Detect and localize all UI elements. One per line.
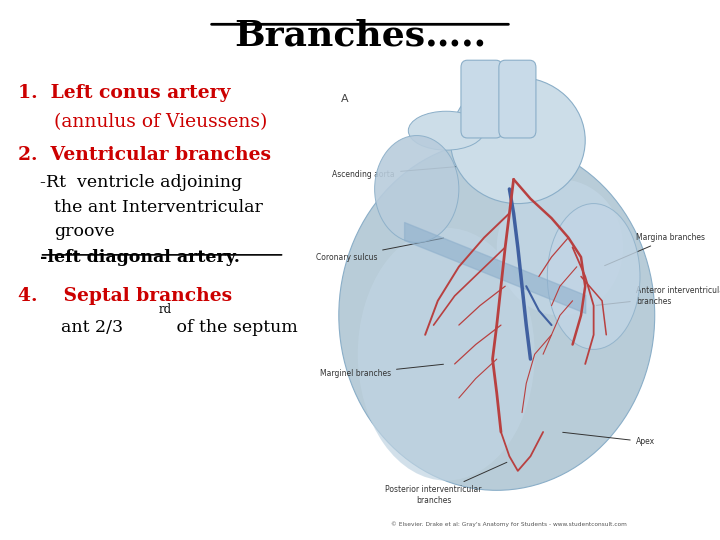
Text: Margina branches: Margina branches — [605, 233, 705, 266]
Text: Posterior interventricular
branches: Posterior interventricular branches — [385, 462, 507, 505]
Text: Marginel branches: Marginel branches — [320, 364, 444, 378]
Text: of the septum: of the septum — [171, 319, 298, 335]
Text: 4.    Septal branches: 4. Septal branches — [18, 287, 232, 305]
Text: 2.  Ventricular branches: 2. Ventricular branches — [18, 146, 271, 164]
Ellipse shape — [374, 136, 459, 242]
Text: groove: groove — [54, 223, 114, 240]
Ellipse shape — [339, 140, 654, 490]
Text: Ascending aorta: Ascending aorta — [333, 165, 477, 179]
Text: the ant Interventricular: the ant Interventricular — [54, 199, 263, 215]
Ellipse shape — [497, 179, 623, 315]
Text: Branches…..: Branches….. — [234, 19, 486, 53]
FancyBboxPatch shape — [499, 60, 536, 138]
Text: Apex: Apex — [563, 433, 655, 446]
Ellipse shape — [547, 204, 640, 349]
Text: A: A — [341, 93, 348, 104]
Text: -Rt  ventricle adjoining: -Rt ventricle adjoining — [40, 174, 242, 191]
Text: -left diagonal artery.: -left diagonal artery. — [40, 249, 240, 266]
Text: 1.  Left conus artery: 1. Left conus artery — [18, 84, 230, 102]
FancyBboxPatch shape — [461, 60, 503, 138]
Text: Coronary sulcus: Coronary sulcus — [315, 238, 444, 261]
Ellipse shape — [451, 77, 585, 204]
Text: (annulus of Vieussens): (annulus of Vieussens) — [54, 113, 267, 131]
Text: Anteror interventricular
branches: Anteror interventricular branches — [596, 286, 720, 306]
Ellipse shape — [358, 228, 535, 481]
Ellipse shape — [408, 111, 484, 150]
Text: rd: rd — [158, 303, 171, 316]
Text: © Elsevier. Drake et al: Gray's Anatomy for Students - www.studentconsult.com: © Elsevier. Drake et al: Gray's Anatomy … — [392, 521, 627, 527]
Text: ant 2/3: ant 2/3 — [61, 319, 123, 335]
